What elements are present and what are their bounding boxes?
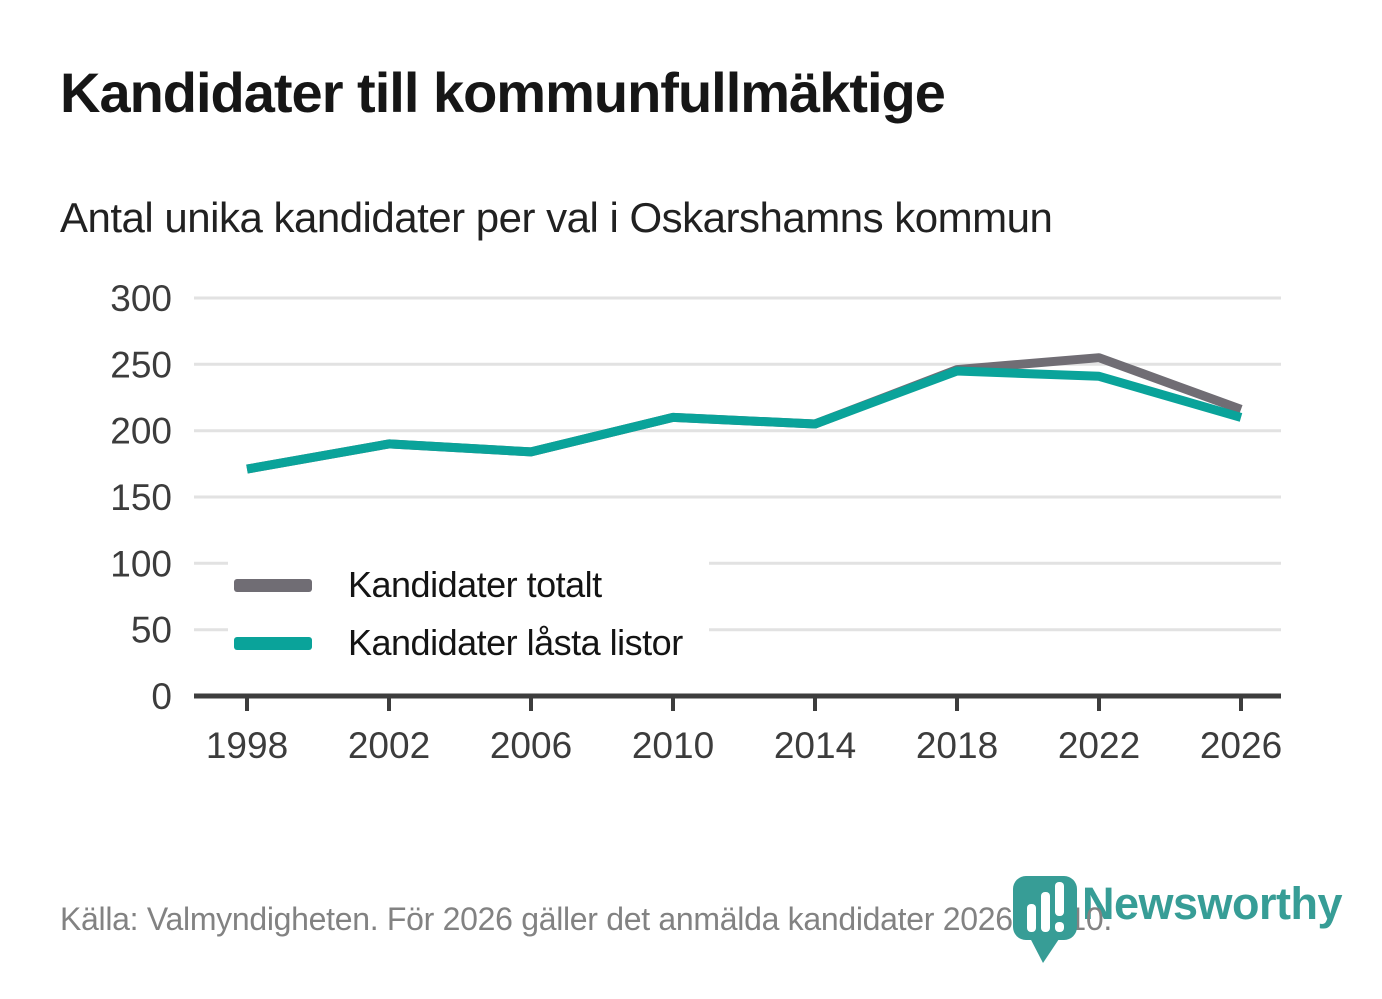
x-tick-label: 2002 xyxy=(348,725,430,766)
y-tick-label: 250 xyxy=(110,344,172,385)
y-tick-label: 50 xyxy=(131,610,172,651)
y-tick-label: 150 xyxy=(110,477,172,518)
chart-legend: Kandidater totalt Kandidater låsta listo… xyxy=(228,552,709,678)
chart-title: Kandidater till kommunfullmäktige xyxy=(60,61,946,124)
x-tick-label: 2022 xyxy=(1058,725,1140,766)
x-tick-label: 2018 xyxy=(916,725,998,766)
y-tick-label: 200 xyxy=(110,411,172,452)
chart-subtitle: Antal unika kandidater per val i Oskarsh… xyxy=(60,194,1053,241)
y-tick-label: 300 xyxy=(110,278,172,319)
legend-swatch-lasta-listor xyxy=(234,636,312,650)
x-tick-label: 2014 xyxy=(774,725,856,766)
x-tick-label: 2006 xyxy=(490,725,572,766)
newsworthy-logo-text: Newsworthy xyxy=(1082,878,1343,929)
legend-item-totalt: Kandidater totalt xyxy=(234,564,683,606)
x-tick-label: 2010 xyxy=(632,725,714,766)
legend-swatch-totalt xyxy=(234,578,312,592)
legend-label-totalt: Kandidater totalt xyxy=(348,564,602,605)
newsworthy-logo-icon xyxy=(1013,876,1077,963)
y-tick-label: 0 xyxy=(151,676,172,717)
legend-item-lasta-listor: Kandidater låsta listor xyxy=(234,622,683,664)
x-tick-label: 1998 xyxy=(206,725,288,766)
series-line-lasta-listor xyxy=(246,366,1243,474)
x-tick-label: 2026 xyxy=(1200,725,1282,766)
y-tick-label: 100 xyxy=(110,543,172,584)
source-note: Källa: Valmyndigheten. För 2026 gäller d… xyxy=(60,901,1112,937)
legend-label-lasta-listor: Kandidater låsta listor xyxy=(348,622,683,663)
